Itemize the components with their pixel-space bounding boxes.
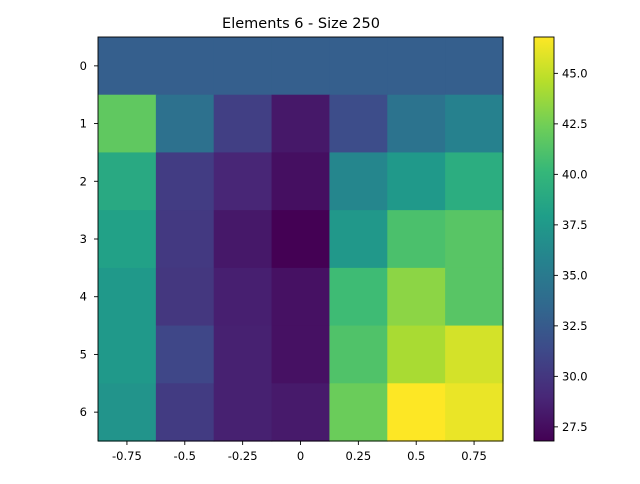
- heatmap-cell: [213, 94, 273, 154]
- colorbar-tick-label: 40.0: [562, 167, 588, 181]
- colorbar-tick-label: 37.5: [562, 218, 588, 232]
- heatmap-cell: [98, 37, 157, 96]
- y-tick-label: 2: [80, 174, 87, 188]
- x-tick-label: 0.25: [346, 449, 372, 463]
- x-tick-label: 0.5: [407, 449, 425, 463]
- colorbar-axis: 27.5 30.0 32.5 35.0 37.5 40.0 42.5 45.0: [554, 66, 588, 434]
- heatmap-cell: [329, 152, 388, 211]
- heatmap-cell: [387, 267, 446, 327]
- heatmap-cell: [329, 267, 388, 327]
- heatmap-cell: [329, 94, 388, 154]
- heatmap-cell: [213, 267, 273, 327]
- y-tick-label: 5: [80, 347, 87, 361]
- colorbar-tick-label: 35.0: [562, 268, 588, 282]
- y-tick-label: 6: [80, 405, 87, 419]
- heatmap-cell: [271, 210, 331, 269]
- heatmap-cells: [98, 37, 504, 442]
- heatmap-cell: [213, 152, 273, 211]
- heatmap-cell: [155, 267, 215, 327]
- heatmap-cell: [445, 383, 504, 442]
- heatmap-cell: [155, 152, 215, 211]
- heatmap-cell: [445, 94, 504, 154]
- heatmap-cell: [98, 210, 157, 269]
- heatmap-cell: [271, 94, 331, 154]
- heatmap-cell: [98, 383, 157, 442]
- heatmap-cell: [213, 210, 273, 269]
- heatmap-cell: [387, 152, 446, 211]
- heatmap-cell: [445, 210, 504, 269]
- colorbar-tick-label: 42.5: [562, 117, 588, 131]
- heatmap-cell: [98, 152, 157, 211]
- y-tick-label: 0: [80, 59, 87, 73]
- x-tick-label: -0.25: [228, 449, 258, 463]
- heatmap-cell: [445, 325, 504, 384]
- y-tick-label: 1: [80, 117, 87, 131]
- x-tick-label: -0.75: [112, 449, 142, 463]
- heatmap-cell: [271, 152, 331, 211]
- heatmap-cell: [155, 325, 215, 384]
- x-tick-label: -0.5: [174, 449, 196, 463]
- heatmap-cell: [155, 383, 215, 442]
- heatmap-cell: [329, 383, 388, 442]
- heatmap-cell: [387, 325, 446, 384]
- colorbar-tick-label: 27.5: [562, 420, 588, 434]
- heatmap-cell: [271, 37, 331, 96]
- heatmap-cell: [387, 94, 446, 154]
- colorbar: [533, 36, 555, 442]
- heatmap-cell: [155, 37, 215, 96]
- heatmap-cell: [387, 37, 446, 96]
- colorbar-tick-label: 45.0: [562, 66, 588, 80]
- y-tick-label: 4: [80, 290, 87, 304]
- heatmap-cell: [98, 94, 157, 154]
- heatmap-cell: [329, 210, 388, 269]
- x-tick-label: 0.75: [461, 449, 487, 463]
- heatmap-cell: [271, 325, 331, 384]
- heatmap-cell: [213, 325, 273, 384]
- heatmap-cell: [98, 325, 157, 384]
- x-tick-label: 0: [297, 449, 304, 463]
- heatmap-cell: [213, 383, 273, 442]
- x-axis: -0.75 -0.5 -0.25 0 0.25 0.5 0.75: [112, 441, 487, 463]
- heatmap-cell: [155, 94, 215, 154]
- chart-title: Elements 6 - Size 250: [222, 16, 380, 32]
- heatmap-cell: [445, 267, 504, 327]
- heatmap-cell: [329, 37, 388, 96]
- heatmap-cell: [329, 325, 388, 384]
- heatmap-cell: [213, 37, 273, 96]
- y-axis: 0 1 2 3 4 5 6: [80, 59, 98, 419]
- heatmap-cell: [445, 152, 504, 211]
- heatmap-cell: [155, 210, 215, 269]
- colorbar-tick-label: 32.5: [562, 319, 588, 333]
- heatmap-cell: [271, 267, 331, 327]
- colorbar-tick-label: 30.0: [562, 369, 588, 383]
- heatmap-cell: [387, 210, 446, 269]
- y-tick-label: 3: [80, 232, 87, 246]
- heatmap-cell: [271, 383, 331, 442]
- heatmap-cell: [445, 37, 504, 96]
- heatmap-cell: [98, 267, 157, 327]
- heatmap-cell: [387, 383, 446, 442]
